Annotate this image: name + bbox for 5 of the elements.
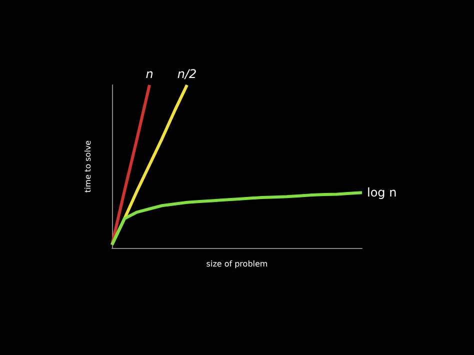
- x-axis-title: size of problem: [206, 260, 268, 268]
- series-label: n/2: [177, 67, 197, 81]
- series-label: n: [146, 67, 154, 81]
- y-axis-title: time to solve: [84, 140, 92, 193]
- series-label: log n: [367, 186, 397, 200]
